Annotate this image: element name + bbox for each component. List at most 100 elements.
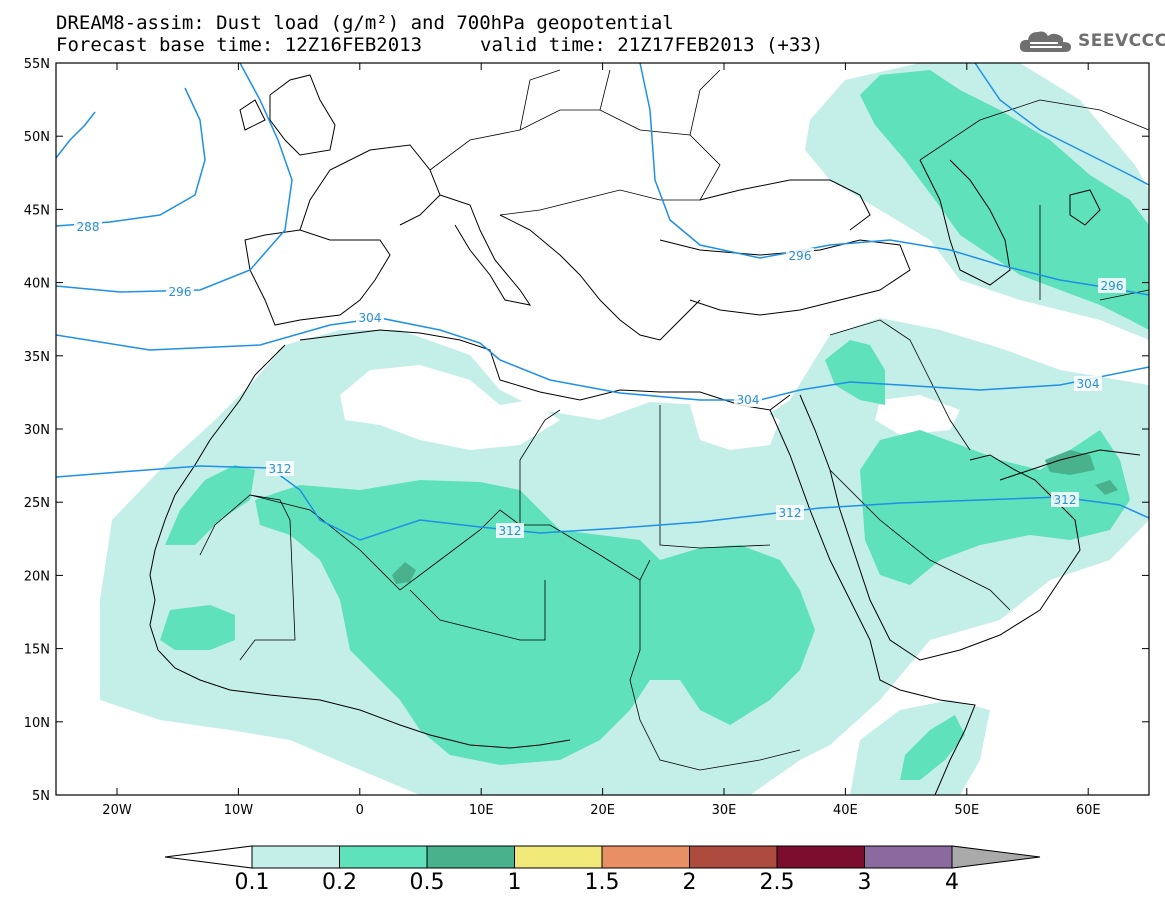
lat-label: 55N [24,57,50,72]
lon-label: 0 [356,803,364,818]
lat-label: 15N [24,643,50,658]
coast-france-italy [299,144,532,306]
cloud-icon [1019,31,1071,52]
contour-296-east [639,63,1149,296]
colorbar-cell [864,845,953,869]
contour-280 [56,111,96,159]
coast-aral [1069,189,1101,226]
coast-balkans-greece [499,214,701,341]
contour-label-bg [1098,278,1126,293]
dust-band-medium-sahel [255,480,815,765]
dust-band-dark-iran [1045,450,1095,475]
colorbar-label: 1 [507,870,522,895]
lon-label: 10W [224,803,254,818]
colorbar-label: 0.2 [322,870,357,895]
contour-label-bg [356,310,384,325]
dust-band-medium-senegal [160,605,235,650]
coast-red-sea-west [769,409,901,691]
lat-label: 5N [32,789,50,804]
dust-band-dark-oman [1095,480,1118,495]
border-saudi [829,469,1011,611]
coast-iberia [244,229,391,326]
contour-label: 304 [1077,377,1100,391]
contour-label-bg [786,248,814,263]
lon-label: 50E [954,803,979,818]
lat-label: 25N [24,496,50,511]
borders [199,69,1149,771]
colorbar-max-arrow [951,845,1041,869]
dust-clear-arabia-north [875,395,960,435]
contour-label-bg [1051,492,1079,507]
lat-label: 10N [24,716,50,731]
contour-label-bg [166,284,194,299]
dust-clear-egypt [690,400,780,450]
dust-band-medium-westsahara [165,465,255,545]
dust-band-dark-mali [392,562,416,584]
contour-296-northeast [974,63,1149,186]
dust-band-medium-iraq [825,340,885,405]
border-kazakh [919,99,1149,301]
colorbar-label: 0.1 [234,870,270,895]
lat-label: 50N [24,130,50,145]
contour-label-bg [266,461,294,476]
border-sudan-chad [629,580,801,771]
lat-label: 20N [24,569,50,584]
dust-field [100,63,1149,795]
colorbar-min-arrow [164,845,253,869]
lon-label: 30E [712,803,737,818]
contour-label-bg [496,523,524,538]
latitude-axis: 55N 50N 45N 40N 35N 30N 25N 20N 15N 10N 5N [24,57,1149,804]
border-niger-nigeria [409,580,546,641]
contour-labels: 288 296 304 304 304 312 312 312 312 296 296 [74,219,1126,538]
colorbar-cell [251,845,340,869]
dust-clear-sahara-north [340,365,560,450]
dust-band-medium-somalia [900,715,965,780]
contour-label-bg [1074,376,1102,391]
colorbar-label: 2 [682,870,697,895]
colorbar-label: 3 [857,870,872,895]
contour-label: 296 [1101,279,1124,293]
colorbar-cell [601,845,690,869]
contour-label: 312 [269,462,292,476]
coast-britain [239,74,336,156]
border-mali-algeria [249,494,651,591]
coast-west-africa [149,344,571,749]
contour-label-bg [74,219,102,234]
contour-label: 304 [359,311,382,325]
lat-label: 30N [24,423,50,438]
contour-label: 296 [169,285,192,299]
contour-label: 304 [737,393,760,407]
coast-red-sea-east [799,394,1081,661]
longitude-axis: 20W 10W 0 10E 20E 30E 40E 50E 60E [102,63,1101,818]
colorbar-cell [339,845,428,869]
contour-label: 312 [1054,493,1077,507]
lon-label: 10E [469,803,494,818]
contour-label: 296 [789,249,812,263]
colorbar-cell [776,845,865,869]
colorbar-label: 0.5 [409,870,445,895]
lon-label: 20E [590,803,615,818]
contour-304-west [56,317,501,361]
colorbar-label: 4 [945,870,959,895]
border-libya-egypt [519,405,771,549]
colorbar-cell [514,845,603,869]
forecast-base-time: Forecast base time: 12Z16FEB2013 [56,34,423,56]
contour-296-west [56,63,293,293]
valid-time: valid time: 21Z17FEB2013 (+33) [480,34,824,56]
contour-label-bg [734,392,762,407]
colorbar-cell [426,845,515,869]
contour-288 [56,87,206,227]
contour-label: 312 [499,524,522,538]
border-europe [429,69,721,216]
border-iraq-iran [829,319,971,451]
dust-band-medium-centralasia [860,70,1149,330]
contour-304-central [499,359,1149,401]
colorbar-label: 1.5 [584,870,620,895]
lon-label: 60E [1076,803,1101,818]
contour-label-bg [776,505,804,520]
lon-label: 40E [833,803,858,818]
lat-label: 45N [24,203,50,218]
coast-persian-gulf [999,449,1141,481]
